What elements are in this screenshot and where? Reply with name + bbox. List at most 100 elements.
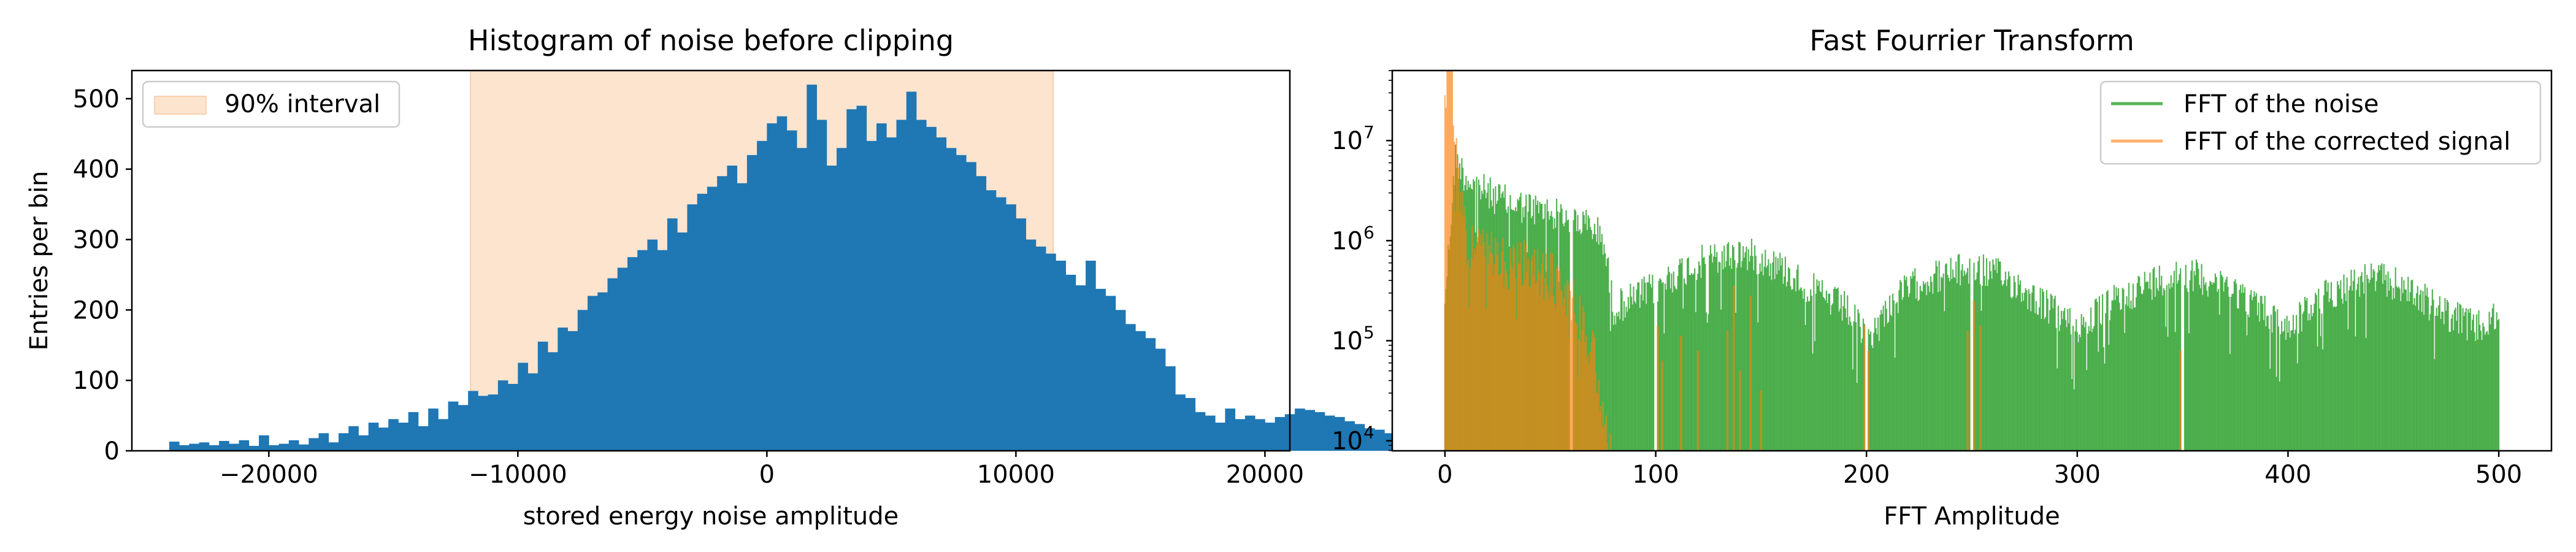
fft-x-label: FFT Amplitude [1884,502,2060,531]
histogram-bar [1244,415,1255,451]
histogram-bar [1115,310,1126,451]
histogram-panel: −20000 −10000 0 10000 20000 0100200300400500… [25,24,1594,531]
histogram-bar [866,140,877,451]
histogram-bar [1225,408,1236,451]
y-tick-exponent: 6 [1363,222,1374,242]
histogram-bar [1016,218,1027,451]
y-tick-label: 10 [1332,328,1363,356]
histogram-bar [1335,416,1345,451]
legend-label-noise: FFT of the noise [2183,90,2379,118]
x-tick-label: 10000 [977,461,1055,489]
histogram-bar [1086,261,1096,451]
histogram-bar [727,166,738,451]
histogram-bar [1035,247,1046,451]
histogram-bar [567,331,578,451]
histogram-bar [1195,412,1206,451]
histogram-bar [428,408,439,451]
y-tick-label: 200 [73,296,120,324]
histogram-y-ticks: 0 100 200 300 400 500 [73,85,132,466]
histogram-bar [388,419,399,451]
histogram-bar [189,443,200,451]
histogram-bar [995,197,1006,451]
histogram-bar [1235,419,1246,451]
histogram-bar [906,91,917,451]
histogram-bar [588,296,598,451]
histogram-bar [816,120,827,451]
histogram-bar [239,440,250,451]
histogram-bar [438,419,449,451]
histogram-bar [607,278,618,451]
y-tick-label: 10 [1332,127,1363,155]
histogram-bar [398,423,409,451]
histogram-title: Histogram of noise before clipping [468,24,954,57]
histogram-bar [288,440,299,451]
fft-corrected-series [1444,71,2182,451]
y-tick-label: 0 [104,437,120,466]
x-tick-label: −10000 [469,461,567,489]
histogram-bar [786,130,797,451]
histogram-bar [617,267,628,451]
histogram-bar [657,250,668,451]
x-tick-label: 200 [1843,461,1890,489]
histogram-bar [767,123,777,451]
histogram-bars [169,84,1594,451]
x-tick-label: 400 [2264,461,2311,489]
histogram-bar [1215,423,1225,451]
fft-frame [1391,69,2553,452]
histogram-bar [896,120,907,451]
histogram-bar [378,427,389,451]
histogram-bar [687,204,698,451]
y-tick-exponent: 7 [1363,122,1374,142]
y-tick-exponent: 5 [1363,323,1374,343]
histogram-bar [278,443,289,451]
histogram-bar [577,310,588,451]
histogram-bar [497,380,508,451]
histogram-x-ticks: −20000 −10000 0 10000 20000 [220,451,1304,489]
histogram-bar [1275,416,1286,451]
histogram-bar [1354,424,1365,451]
histogram-bar [1165,366,1176,451]
fft-x-ticks: 0 100 200 300 400 500 [1437,451,2522,489]
histogram-bar [527,373,539,451]
histogram-bar [966,162,976,451]
histogram-bar [1185,397,1196,451]
histogram-bar [807,84,817,451]
histogram-bar [886,137,897,451]
histogram-bar [1075,285,1086,451]
histogram-bar [1006,204,1016,451]
histogram-frame [131,69,1291,452]
histogram-x-label: stored energy noise amplitude [523,502,899,531]
histogram-bar [697,193,708,451]
histogram-bar [259,435,269,451]
y-tick-label: 400 [73,156,120,184]
x-tick-label: 0 [759,461,775,489]
histogram-bar [1155,348,1166,451]
y-tick-label: 10 [1332,227,1363,255]
histogram-bar [1295,408,1305,451]
histogram-y-label: Entries per bin [25,171,53,350]
histogram-bar [348,426,359,451]
y-tick-label: 500 [73,85,120,113]
histogram-bar [956,155,967,451]
histogram-bar [309,438,319,451]
y-tick-label: 300 [73,226,120,255]
histogram-bar [219,440,229,451]
histogram-bar [408,412,419,451]
histogram-bar [846,109,857,451]
histogram-legend: 90% interval [142,80,401,128]
histogram-bar [677,232,688,451]
histogram-bar [1205,415,1216,451]
histogram-bar [368,423,379,451]
histogram-bar [448,401,459,451]
fft-legend-box [2099,80,2542,165]
histogram-bar [328,442,339,451]
histogram-bar [926,126,937,451]
histogram-bar [358,435,369,451]
y-tick-label: 100 [73,367,120,395]
legend-label-corrected: FFT of the corrected signal [2183,128,2510,156]
x-tick-label: 300 [2054,461,2101,489]
histogram-bar [876,123,887,451]
histogram-bar [1344,421,1355,451]
